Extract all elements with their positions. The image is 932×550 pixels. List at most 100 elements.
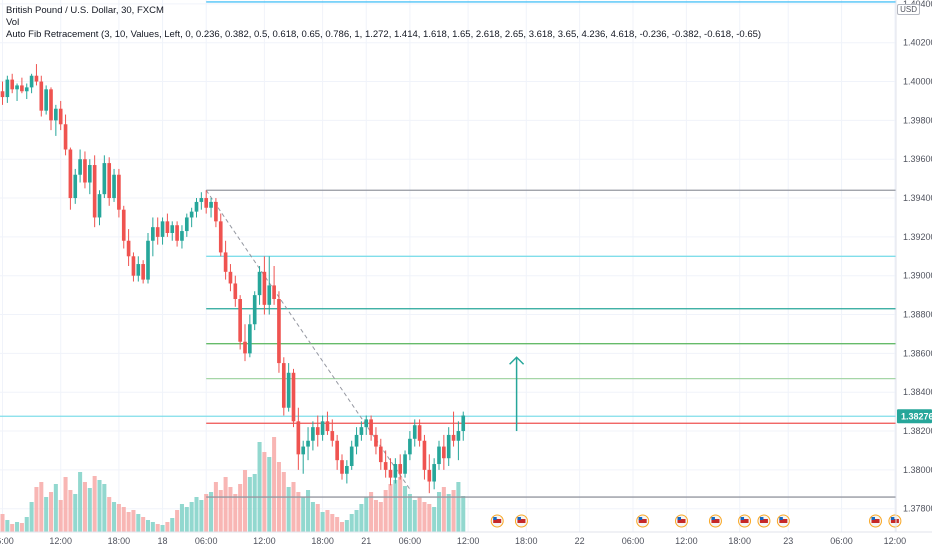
volume-bar	[286, 487, 291, 532]
candle-body	[151, 227, 155, 241]
candle-body	[214, 201, 218, 222]
currency-label[interactable]: USD	[897, 4, 920, 15]
flag-stripe-icon	[493, 519, 502, 523]
flag-canton-icon	[638, 517, 643, 520]
volume-bar	[344, 520, 349, 532]
volume-bar	[296, 492, 301, 532]
volume-bar	[131, 510, 136, 532]
economic-events[interactable]	[490, 514, 902, 528]
candle-body	[354, 434, 359, 447]
volume-bar	[228, 487, 233, 532]
volume-bar	[407, 494, 412, 532]
volume-bar	[78, 472, 83, 532]
price-tick-label: 1.39800	[903, 115, 932, 125]
volume-bar	[107, 497, 112, 532]
candles	[0, 64, 466, 494]
flag-canton-icon	[517, 517, 521, 520]
candle-body	[15, 85, 19, 90]
price-tick-label: 1.38600	[903, 348, 932, 358]
volume-bar	[87, 488, 92, 532]
candle-body	[286, 372, 291, 408]
volume-bar	[422, 502, 427, 532]
volume-bar	[436, 492, 442, 532]
candle-body	[58, 108, 63, 125]
time-tick-label: 12:00	[884, 536, 907, 546]
volume-bar	[378, 502, 383, 532]
candle-body	[189, 211, 194, 218]
candle-body	[233, 283, 238, 300]
volume-bar	[63, 477, 68, 532]
time-tick-label: 12:00	[49, 536, 72, 546]
volume-bar	[262, 452, 267, 532]
volume-bar	[330, 514, 335, 532]
price-tick-label: 1.40000	[903, 77, 932, 87]
candle-body	[126, 240, 131, 257]
volume-bar	[417, 497, 422, 532]
volume-bar	[359, 504, 364, 532]
candle-body	[78, 159, 82, 175]
candle-body	[199, 198, 204, 202]
last-price-badge	[897, 409, 932, 424]
volume-bar	[48, 492, 54, 532]
time-tick-label: 18:00	[515, 536, 538, 546]
candle-body	[451, 434, 456, 441]
candle-body	[383, 462, 388, 470]
volume-bar	[170, 518, 175, 532]
volume-bar	[82, 482, 87, 532]
volume-bar	[388, 484, 393, 532]
price-axis[interactable]: 1.404001.402001.400001.398001.396001.394…	[903, 0, 932, 514]
candle-body	[272, 285, 276, 300]
candle-body	[117, 174, 121, 210]
volume-bar	[175, 510, 180, 532]
flag-stripe-icon	[779, 519, 788, 523]
candle-body	[408, 438, 412, 455]
volume-bar	[194, 497, 199, 532]
volume-bar	[427, 504, 432, 532]
candle-body	[442, 446, 446, 459]
volume-bar	[126, 512, 131, 532]
volume-bar	[456, 482, 461, 532]
candle-body	[228, 271, 233, 284]
candle-body	[20, 85, 24, 92]
volume-bar	[34, 487, 39, 532]
volume-bar	[68, 490, 73, 532]
candle-body	[107, 163, 112, 199]
candle-body	[281, 363, 286, 408]
time-tick-label: 06:00	[622, 536, 645, 546]
candle-body	[170, 225, 175, 233]
volume-bar	[461, 496, 466, 532]
volume-bar	[242, 470, 248, 532]
volume-bar	[150, 522, 155, 532]
candle-body	[257, 271, 262, 296]
volume-bar	[209, 492, 214, 532]
candle-body	[315, 427, 320, 435]
candle-body	[335, 440, 339, 461]
candle-body	[92, 165, 97, 218]
volume-bar	[272, 437, 277, 532]
volume-bar	[218, 490, 223, 532]
flag-stripe-icon	[677, 519, 686, 523]
time-tick-label: 06:00	[195, 536, 218, 546]
time-tick-label: 18:00	[728, 536, 751, 546]
candle-body	[165, 221, 170, 233]
candle-body	[87, 165, 92, 183]
volume-bar	[349, 514, 354, 532]
candle-body	[412, 425, 417, 439]
candle-body	[24, 87, 29, 92]
candle-body	[427, 469, 432, 482]
candle-body	[388, 469, 393, 478]
arrow-head	[509, 356, 525, 365]
price-tick-label: 1.38800	[903, 310, 932, 320]
last-price-text: 1.38276	[901, 411, 932, 421]
volume-bar	[204, 494, 209, 532]
candle-body	[238, 299, 242, 342]
time-axis[interactable]: 06:00 12:00 18:00 18 06:00 12:00 18:00 21 06:00 1…	[0, 536, 906, 546]
candle-body	[68, 149, 73, 199]
time-tick-label: 22	[575, 536, 585, 546]
candle-body	[393, 464, 398, 478]
volume-bar	[116, 504, 121, 532]
volume-bar	[315, 504, 320, 532]
candle-body	[112, 174, 116, 199]
candle-body	[345, 465, 349, 474]
